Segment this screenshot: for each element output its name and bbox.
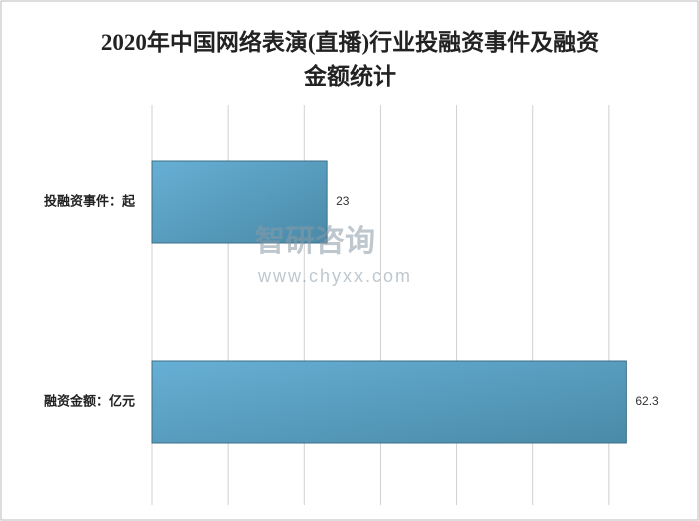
- value-label: 62.3: [635, 394, 659, 408]
- marks: 投融资事件：起 23 融资金额：亿元 62.3: [44, 160, 659, 444]
- watermark-url: www.chyxx.com: [257, 266, 412, 286]
- value-label: 23: [336, 194, 350, 208]
- bar: [151, 360, 627, 444]
- chart-title: 2020年中国网络表演(直播)行业投融资事件及融资金额统计: [100, 30, 600, 89]
- y-tick-label: 融资金额：亿元: [44, 393, 135, 408]
- bar: [151, 160, 328, 244]
- watermark-brand: 智研咨询: [255, 225, 375, 258]
- y-tick-label: 投融资事件：起: [44, 193, 136, 208]
